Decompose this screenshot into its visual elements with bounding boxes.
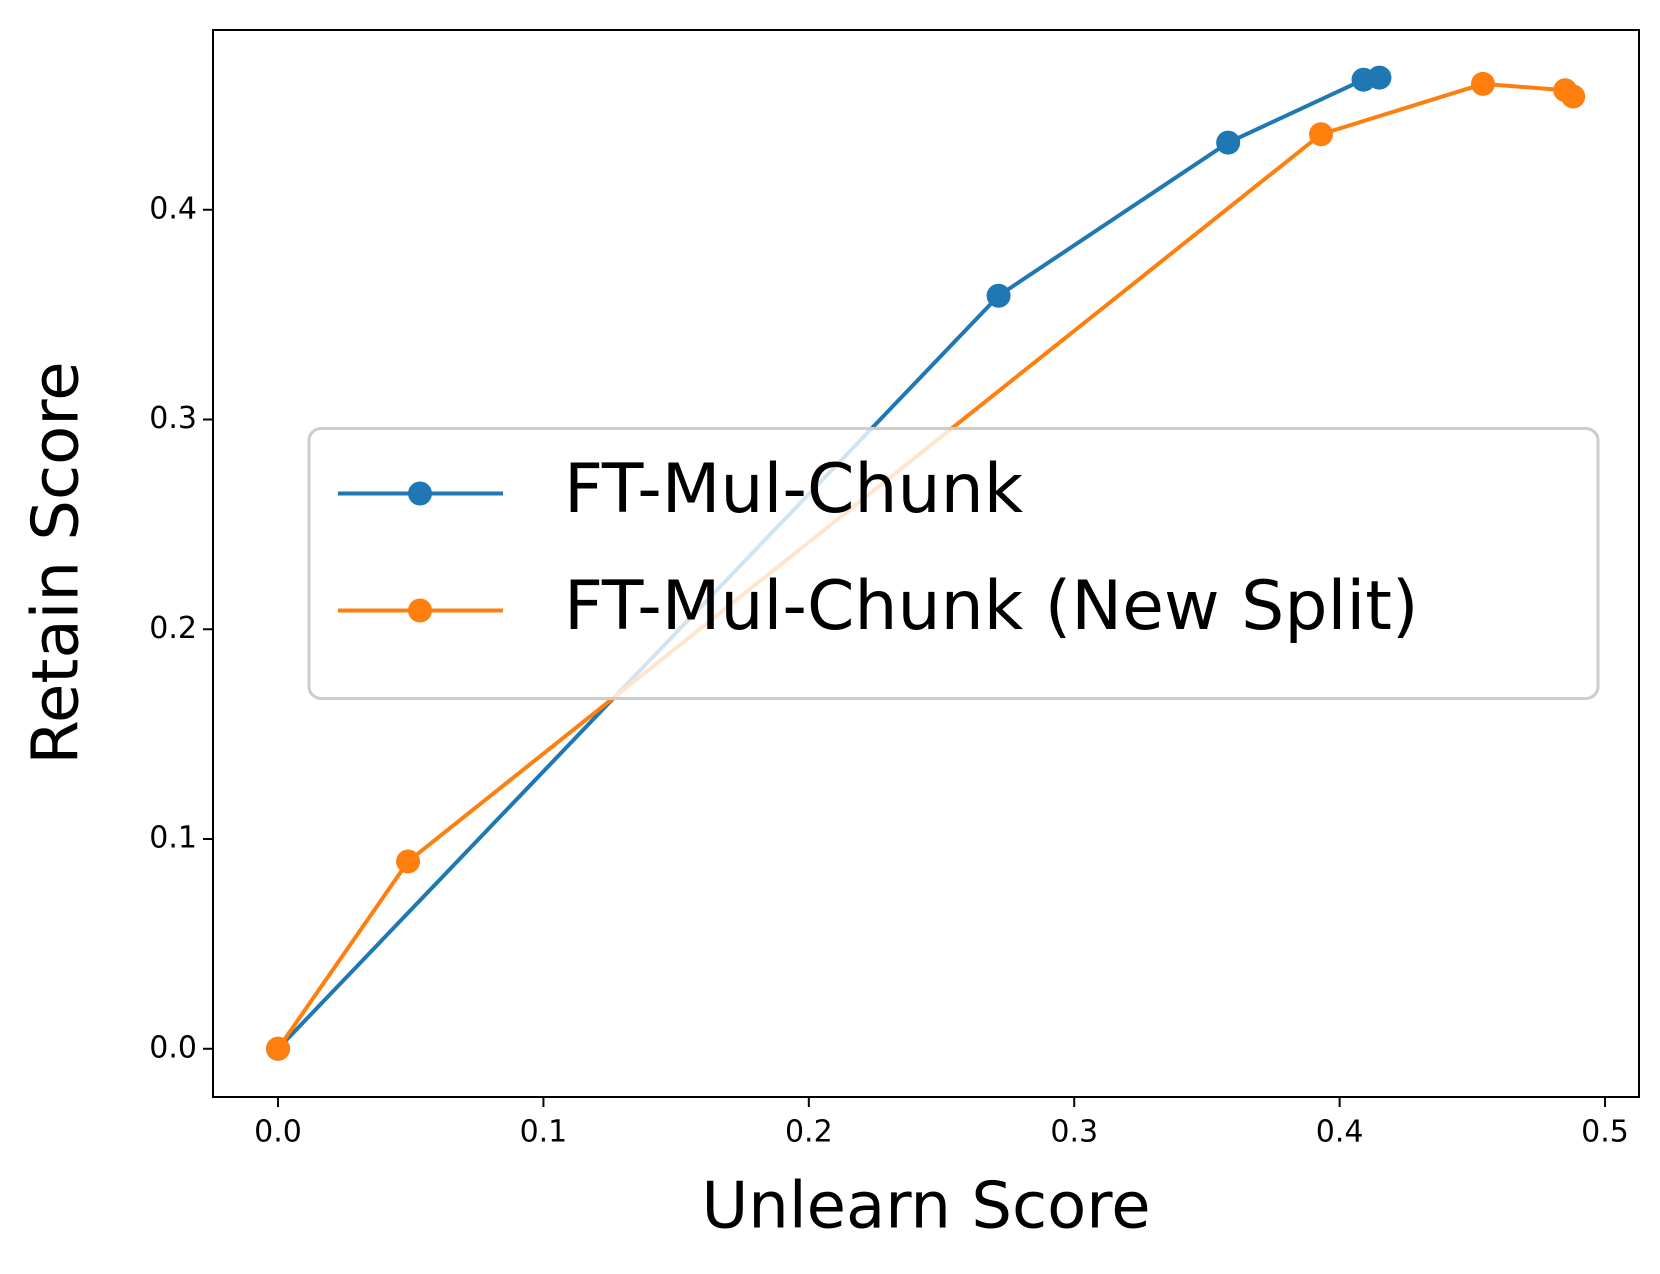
legend: FT-Mul-Chunk FT-Mul-Chunk (New Split) <box>307 427 1600 700</box>
data-point <box>1216 130 1241 155</box>
y-tick-label: 0.1 <box>149 821 197 856</box>
data-point <box>1561 84 1586 109</box>
data-point <box>1470 71 1495 96</box>
legend-box <box>307 427 1600 700</box>
y-axis-label: Retain Score <box>20 361 94 764</box>
y-tick-label: 0.3 <box>149 401 197 436</box>
legend-label: FT-Mul-Chunk (New Split) <box>564 567 1418 646</box>
data-point <box>1309 122 1334 147</box>
plot-frame <box>212 29 1640 1098</box>
legend-marker <box>408 481 432 506</box>
x-tick-label: 0.1 <box>520 1115 568 1150</box>
x-tick-label: 0.2 <box>785 1115 833 1150</box>
x-tick-label: 0.0 <box>254 1115 302 1150</box>
x-tick-label: 0.5 <box>1581 1115 1629 1150</box>
y-tick-label: 0.2 <box>149 611 197 646</box>
y-tick-label: 0.0 <box>149 1030 197 1065</box>
x-axis-label: Unlearn Score <box>701 1170 1150 1244</box>
legend-marker <box>408 598 432 623</box>
y-tick-label: 0.4 <box>149 191 197 226</box>
x-tick-label: 0.3 <box>1050 1115 1098 1150</box>
data-point <box>266 1036 291 1061</box>
data-point <box>986 283 1011 308</box>
data-point <box>1367 65 1392 90</box>
data-point <box>396 849 421 874</box>
legend-label: FT-Mul-Chunk <box>564 450 1024 529</box>
x-tick-label: 0.4 <box>1316 1115 1364 1150</box>
